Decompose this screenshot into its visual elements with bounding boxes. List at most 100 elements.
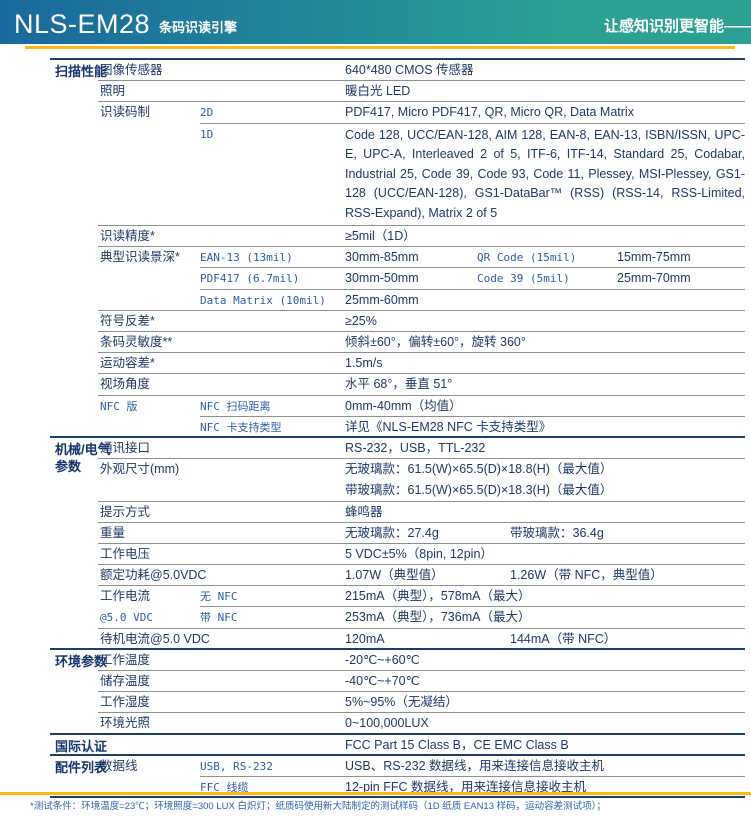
row-divider [200, 267, 745, 269]
spec-name: 典型识读景深* [100, 250, 180, 265]
spec-subname: PDF417 (6.7mil) [200, 272, 300, 286]
spec-value: 带玻璃款：61.5(W)×65.5(D)×18.3(H)（最大值） [345, 483, 613, 498]
spec-value: 253mA（典型），736mA（最大） [345, 610, 531, 625]
spec-name: 工作温度 [100, 652, 151, 667]
accent-rule-bottom [0, 792, 751, 795]
row-divider [50, 732, 745, 735]
row-divider [98, 246, 745, 248]
spec-name: 条码灵敏度** [100, 335, 173, 349]
test-conditions-note: *测试条件：环境温度=23℃；环境照度=300 LUX 白炽灯；纸质码使用新大陆… [30, 801, 606, 812]
accent-rule-top [25, 46, 735, 49]
spec-subname-2: Code 39 (5mil) [477, 272, 570, 286]
spec-value-2: 25mm-70mm [617, 271, 691, 286]
spec-value-2: 1.26W（带 NFC，典型值） [510, 568, 663, 583]
spec-name: 识读码制 [100, 105, 151, 120]
spec-name: 照明 [100, 84, 126, 99]
spec-value: PDF417, Micro PDF417, QR, Micro QR, Data… [345, 105, 634, 120]
section-label: 国际认证 [55, 738, 108, 754]
section-label: 机械/电气参数 [55, 441, 111, 474]
spec-name: 图像传感器 [100, 63, 163, 77]
table-row: 符号反差* ≥25% [50, 311, 745, 332]
row-divider [98, 373, 745, 375]
spec-subname: NFC 扫码距离 [200, 399, 271, 413]
table-row: PDF417 (6.7mil) 30mm-50mm Code 39 (5mil) 25… [50, 268, 745, 290]
product-title-group: NLS-EM28 条码识读引擎 [14, 11, 237, 38]
spec-value-2: 15mm-75mm [617, 250, 691, 265]
row-divider [98, 309, 745, 311]
spec-subname: FFC 线缆 [200, 780, 249, 794]
spec-name: 通讯接口 [100, 440, 151, 455]
row-divider [98, 225, 745, 227]
table-row: 工作电流 无 NFC 215mA（典型），578mA（最大） [50, 586, 745, 608]
table-row: 1D Code 128, UCC/EAN-128, AIM 128, EAN-8,… [50, 124, 745, 227]
spec-name: 外观尺寸(mm) [100, 462, 180, 477]
spec-name: 识读精度* [100, 229, 155, 244]
spec-subname: 带 NFC [200, 611, 238, 625]
spec-name: 工作电压 [100, 546, 151, 561]
table-row: 照明 暖白光 LED [50, 81, 745, 103]
spec-value-2: 144mA（带 NFC） [510, 631, 617, 646]
spec-table: 扫描性能 图像传感器 640*480 CMOS 传感器 照明 暖白光 LED 识读码制 2D… [50, 58, 745, 799]
spec-value: RS-232，USB，TTL-232 [345, 440, 486, 455]
spec-value: ≥5mil（1D） [345, 229, 416, 244]
spec-value: 1.07W（典型值） [345, 568, 444, 583]
row-divider [98, 352, 745, 354]
row-divider [98, 80, 745, 82]
table-row: @5.0 VDC 带 NFC 253mA（典型），736mA（最大） [50, 607, 745, 629]
spec-subname: EAN-13 (13mil) [200, 251, 293, 265]
spec-value: 水平 68°，垂直 51° [345, 377, 453, 392]
table-row: 识读精度* ≥5mil（1D） [50, 226, 745, 248]
spec-name: 环境光照 [100, 716, 151, 731]
table-row: 环境参数 工作温度 -20℃~+60℃ [50, 650, 745, 671]
row-divider [200, 122, 745, 124]
spec-name: 运动容差* [100, 356, 155, 371]
table-row: 外观尺寸(mm) 无玻璃款：61.5(W)×65.5(D)×18.8(H)（最大值… [50, 459, 745, 480]
spec-value: 12-pin FFC 数据线，用来连接信息接收主机 [345, 779, 586, 794]
table-row: 额定功耗@5.0VDC 1.07W（典型值） 1.26W（带 NFC，典型值） [50, 565, 745, 587]
spec-value: 无玻璃款：27.4g [345, 525, 439, 540]
spec-name: 储存温度 [100, 674, 151, 688]
table-row: 条码灵敏度** 倾斜±60°，偏转±60°，旋转 360° [50, 332, 745, 354]
row-divider [98, 394, 745, 396]
brand-slogan: 让感知识别更智能—— [603, 18, 751, 35]
table-row: FFC 线缆 12-pin FFC 数据线，用来连接信息接收主机 [50, 777, 745, 799]
table-row: 带玻璃款：61.5(W)×65.5(D)×18.3(H)（最大值） [50, 480, 745, 502]
table-row: 环境光照 0~100,000LUX [50, 713, 745, 735]
table-row: 提示方式 蜂鸣器 [50, 502, 745, 523]
table-row: 待机电流@5.0 VDC 120mA 144mA（带 NFC） [50, 629, 745, 650]
row-divider [98, 331, 745, 332]
spec-value: -20℃~+60℃ [345, 652, 420, 667]
row-divider [98, 101, 745, 103]
spec-value: ≥25% [345, 313, 377, 328]
spec-name: 提示方式 [100, 504, 151, 519]
table-row: Data Matrix (10mil) 25mm-60mm [50, 290, 745, 311]
table-row: NFC 版 NFC 扫码距离 0mm-40mm（均值） [50, 396, 745, 417]
row-divider [98, 564, 745, 566]
table-row: 扫描性能 图像传感器 640*480 CMOS 传感器 [50, 60, 745, 82]
spec-name: 待机电流@5.0 VDC [100, 631, 210, 646]
spec-name: 额定功耗@5.0VDC [100, 568, 207, 583]
spec-value: 30mm-85mm [345, 250, 419, 265]
row-divider [98, 627, 745, 629]
table-row: 运动容差* 1.5m/s [50, 353, 745, 375]
row-divider [50, 753, 745, 756]
row-divider [200, 775, 745, 777]
spec-name: 工作湿度 [100, 695, 151, 710]
row-divider [98, 458, 745, 460]
row-divider [98, 585, 745, 587]
product-title: NLS-EM28 [14, 9, 151, 39]
row-divider [98, 521, 745, 523]
table-row: 典型识读景深* EAN-13 (13mil) 30mm-85mm QR Code (1… [50, 247, 745, 269]
row-divider [98, 542, 745, 544]
row-divider [200, 288, 745, 290]
row-divider [98, 691, 745, 693]
row-divider [98, 712, 745, 714]
spec-name: @5.0 VDC [100, 611, 153, 625]
spec-value: FCC Part 15 Class B，CE EMC Class B [345, 737, 569, 752]
spec-name: 工作电流 [100, 589, 151, 604]
spec-subname: USB, RS-232 [200, 759, 273, 773]
spec-subname-2: QR Code (15mil) [477, 251, 577, 265]
table-row: NFC 卡支持类型 详见《NLS-EM28 NFC 卡支持类型》 [50, 417, 745, 438]
spec-value: 30mm-50mm [345, 271, 419, 286]
